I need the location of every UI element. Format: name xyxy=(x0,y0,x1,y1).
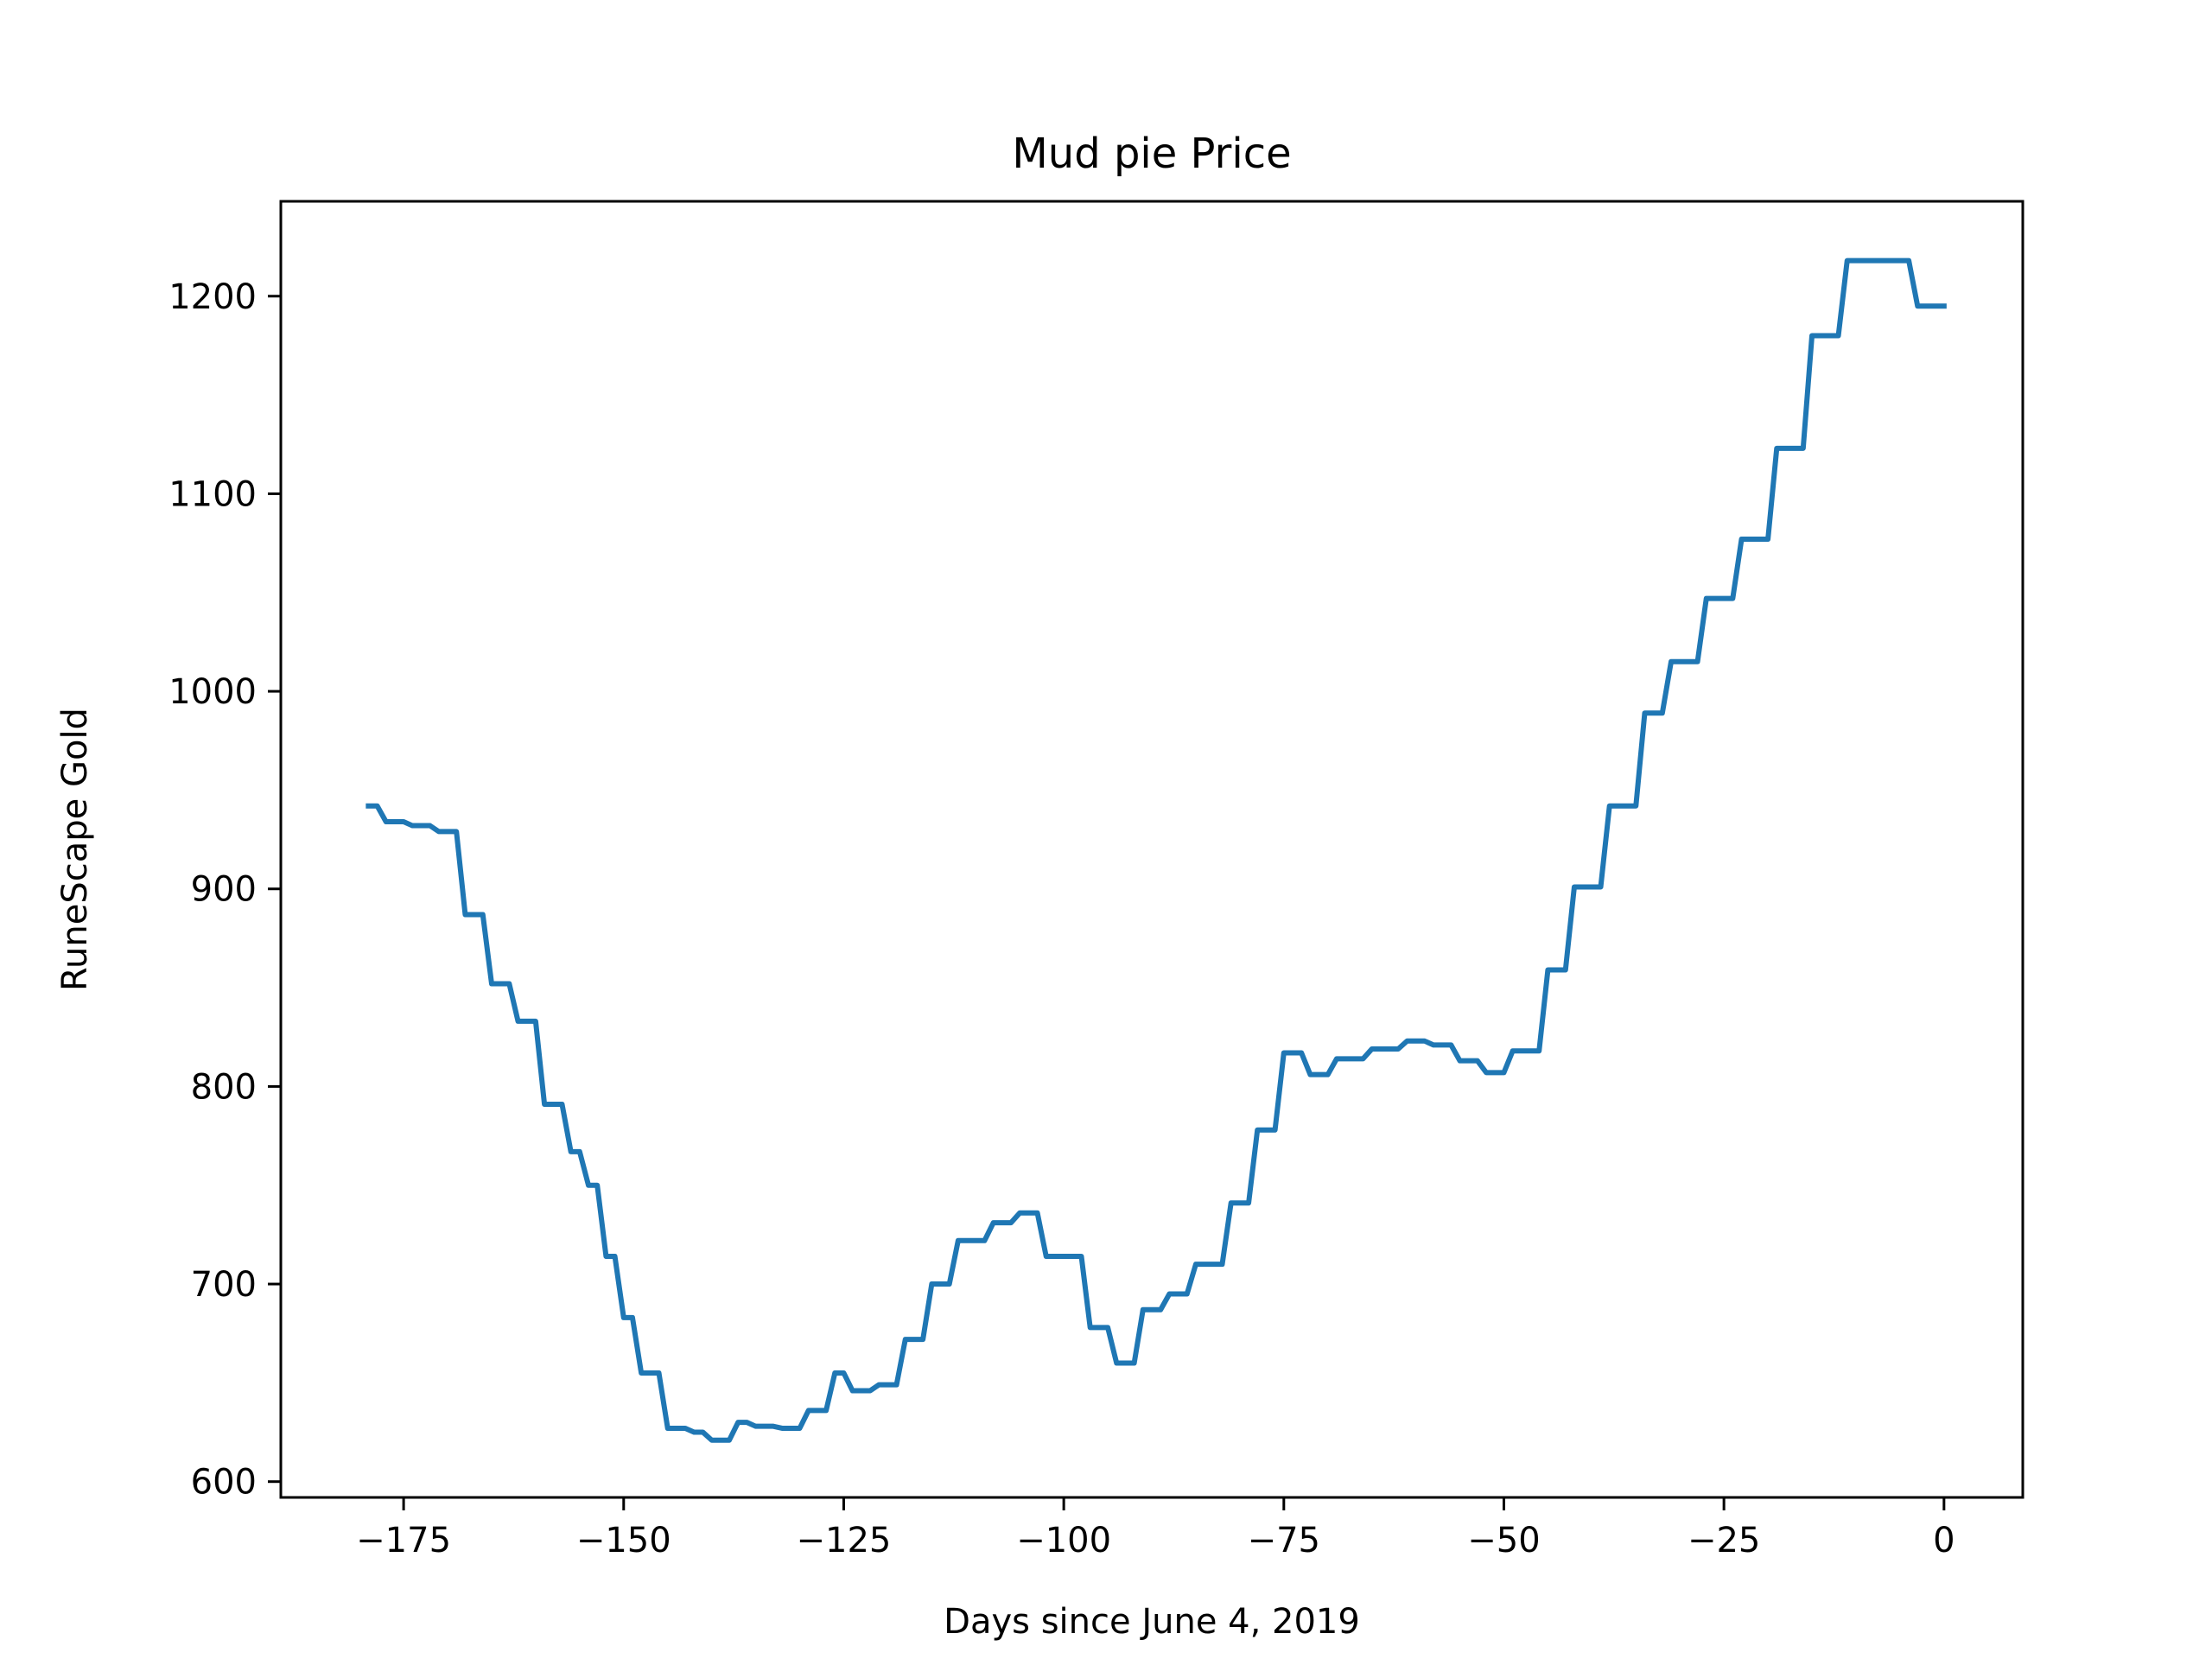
x-tick-label: 0 xyxy=(1933,1521,1955,1560)
x-tick-label: −25 xyxy=(1688,1521,1760,1560)
y-tick-label: 900 xyxy=(191,870,257,910)
x-tick-label: −100 xyxy=(1016,1521,1111,1560)
y-tick-label: 1100 xyxy=(168,474,257,514)
y-tick-label: 1200 xyxy=(168,277,257,317)
x-axis-ticks: −175 −150 −125 −100 −75 −50 −25 0 xyxy=(356,1497,1955,1560)
x-axis-label: Days since June 4, 2019 xyxy=(944,1602,1360,1642)
y-axis-label: RuneScape Gold xyxy=(55,708,95,991)
y-tick-label: 1000 xyxy=(168,672,257,712)
axes-frame xyxy=(279,200,2024,1499)
y-axis-ticks: 600 700 800 900 1000 1100 1200 xyxy=(168,277,281,1503)
chart-title: Mud pie Price xyxy=(1012,130,1291,178)
x-tick-label: −50 xyxy=(1467,1521,1540,1560)
x-tick-label: −125 xyxy=(797,1521,892,1560)
series-line xyxy=(365,257,1947,1443)
y-tick-label: 600 xyxy=(191,1463,257,1503)
y-tick-label: 700 xyxy=(191,1265,257,1305)
x-tick-label: −175 xyxy=(356,1521,451,1560)
y-tick-label: 800 xyxy=(191,1067,257,1107)
x-tick-label: −150 xyxy=(576,1521,671,1560)
x-tick-label: −75 xyxy=(1248,1521,1320,1560)
